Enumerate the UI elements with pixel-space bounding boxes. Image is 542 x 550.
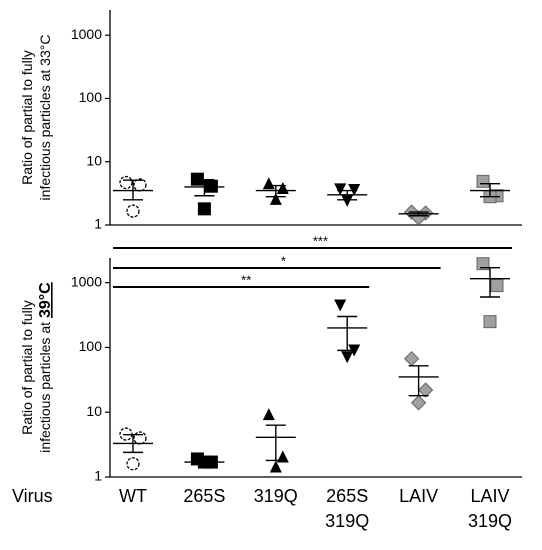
y-tick-label: 1000	[71, 26, 102, 42]
y-tick-label: 10	[86, 403, 102, 419]
y-tick-label: 100	[79, 338, 103, 354]
y-tick-label: 1	[94, 216, 102, 232]
point	[490, 279, 504, 293]
point	[262, 177, 275, 190]
x-axis-label: Virus	[12, 486, 53, 506]
y-label-line: Ratio of partial to fully	[19, 50, 35, 185]
point	[126, 457, 140, 471]
y-tick-label: 1000	[71, 273, 102, 289]
y-label-text: infectious particles at	[37, 322, 53, 453]
point	[334, 183, 347, 196]
significance-label: *	[281, 253, 286, 268]
y-tick-label: 100	[79, 89, 103, 105]
point	[334, 299, 347, 312]
point	[197, 202, 211, 216]
point	[269, 192, 282, 205]
x-tick-label: 265S	[183, 486, 225, 506]
point	[119, 175, 133, 190]
point	[126, 204, 140, 218]
y-label-text: Ratio of partial to fully	[19, 50, 35, 185]
y-axis-label: Ratio of partial to fully infectious part…	[19, 282, 55, 453]
x-tick-label: 319Q	[468, 511, 512, 531]
significance-label: ***	[313, 233, 328, 248]
point	[483, 315, 497, 329]
point	[341, 194, 354, 207]
x-tick-label: 265S	[326, 486, 368, 506]
x-tick-label: 319Q	[325, 511, 369, 531]
point	[417, 382, 434, 398]
point	[403, 350, 420, 367]
y-label-text: Ratio of partial to fully	[19, 300, 35, 435]
point	[276, 182, 289, 195]
x-tick-label: LAIV	[470, 486, 509, 506]
y-label-line: Ratio of partial to fully	[19, 300, 35, 435]
point	[476, 174, 490, 188]
point	[276, 450, 289, 463]
y-tick-label: 1	[94, 468, 102, 484]
y-label-line: infectious particles at 39°C	[37, 282, 55, 453]
y-label-text: infectious particles at 33°C	[37, 35, 53, 201]
point	[341, 351, 354, 364]
point	[262, 408, 275, 421]
y-tick-label: 10	[86, 152, 102, 168]
y-label-line: infectious particles at 33°C	[37, 35, 53, 201]
point	[133, 431, 147, 445]
y-axis-label: Ratio of partial to fully infectious part…	[19, 35, 53, 201]
x-tick-label: WT	[119, 486, 147, 506]
point	[410, 395, 427, 411]
point	[269, 460, 282, 473]
x-tick-label: 319Q	[254, 486, 298, 506]
point	[476, 257, 490, 271]
significance-label: **	[241, 272, 251, 287]
x-tick-label: LAIV	[399, 486, 438, 506]
y-label-emphasis: 39°C	[37, 282, 54, 318]
